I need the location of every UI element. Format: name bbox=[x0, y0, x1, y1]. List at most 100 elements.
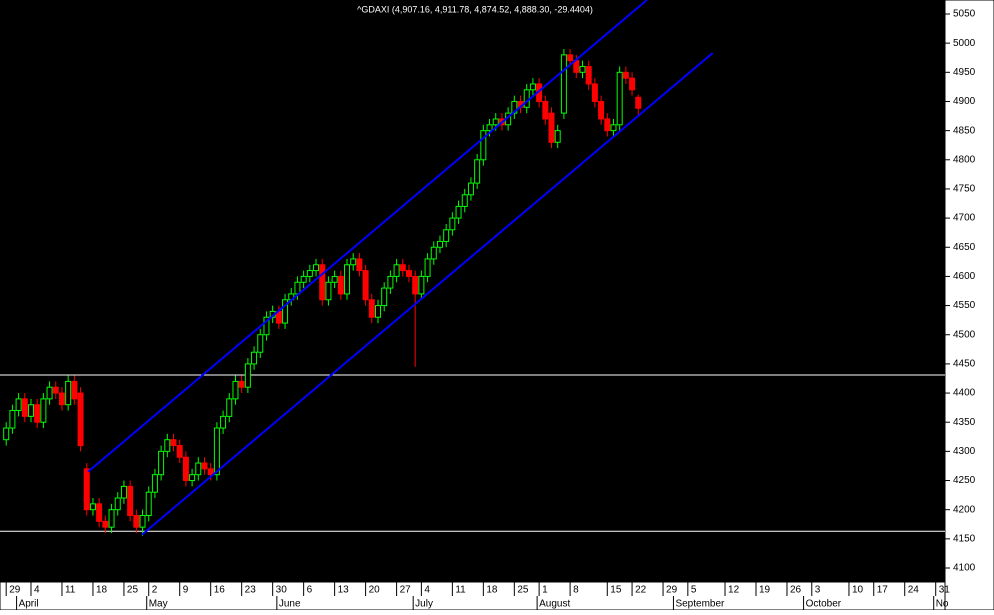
x-tick-label: 15 bbox=[610, 585, 622, 596]
price-axis-panel bbox=[944, 0, 994, 611]
x-tick-label: 6 bbox=[307, 585, 313, 596]
candle-body bbox=[529, 83, 536, 91]
candle-body bbox=[71, 380, 78, 400]
x-tick-label: 24 bbox=[908, 585, 920, 596]
candle-body bbox=[21, 398, 28, 417]
candle-body bbox=[542, 100, 549, 120]
candle-body bbox=[467, 182, 474, 196]
x-tick-label: 12 bbox=[728, 585, 740, 596]
candle-body bbox=[306, 270, 313, 277]
candle-body bbox=[15, 398, 22, 412]
x-tick-label: 18 bbox=[486, 585, 498, 596]
y-tick-label: 4750 bbox=[953, 184, 976, 195]
month-label: May bbox=[149, 599, 168, 610]
candle-body bbox=[232, 380, 239, 400]
x-tick-label: 25 bbox=[127, 585, 139, 596]
y-tick-label: 4450 bbox=[953, 359, 976, 370]
y-tick-label: 4150 bbox=[953, 533, 976, 544]
candle-body bbox=[604, 118, 611, 132]
candle-body bbox=[356, 258, 363, 272]
x-tick-label: 11 bbox=[455, 585, 466, 596]
candle-body bbox=[548, 112, 555, 143]
y-tick-label: 4500 bbox=[953, 329, 976, 340]
candle-body bbox=[257, 334, 264, 353]
candle-body bbox=[114, 497, 121, 511]
candle-body bbox=[399, 264, 406, 272]
month-label: August bbox=[539, 599, 570, 610]
x-tick-label: 1 bbox=[542, 585, 548, 596]
candle-body bbox=[393, 264, 400, 277]
candle-body bbox=[337, 275, 344, 295]
candle-body bbox=[133, 515, 140, 528]
candle-body bbox=[313, 264, 320, 272]
x-tick-label: 20 bbox=[369, 585, 381, 596]
candle-body bbox=[244, 363, 251, 388]
month-label: No bbox=[936, 599, 949, 610]
x-tick-label: 9 bbox=[183, 585, 189, 596]
candle-body bbox=[263, 316, 270, 336]
candle-body bbox=[158, 450, 165, 476]
candle-body bbox=[176, 445, 183, 458]
candle-body bbox=[127, 485, 134, 517]
x-tick-label: 13 bbox=[338, 585, 350, 596]
y-tick-label: 4700 bbox=[953, 213, 976, 224]
y-tick-label: 4800 bbox=[953, 154, 976, 165]
candle-body bbox=[151, 474, 158, 493]
chart-title: ^GDAXI (4,907.16, 4,911.78, 4,874.52, 4,… bbox=[357, 4, 593, 14]
candle-body bbox=[362, 270, 369, 301]
candle-body bbox=[120, 485, 127, 499]
x-tick-label: 30 bbox=[276, 585, 288, 596]
candle-body bbox=[486, 124, 493, 132]
candle-body bbox=[461, 194, 468, 207]
candle-body bbox=[474, 159, 481, 184]
y-tick-label: 5000 bbox=[953, 38, 976, 49]
candle-body bbox=[560, 54, 567, 114]
month-label: June bbox=[279, 599, 301, 610]
candle-body bbox=[523, 89, 530, 108]
candle-body bbox=[319, 264, 326, 301]
candle-body bbox=[436, 240, 443, 248]
y-tick-label: 4350 bbox=[953, 417, 976, 428]
candle-body bbox=[331, 275, 338, 283]
candle-body bbox=[145, 491, 152, 517]
candle-body bbox=[610, 124, 617, 132]
candle-body bbox=[294, 281, 301, 295]
x-tick-label: 11 bbox=[65, 585, 76, 596]
x-tick-label: 3 bbox=[815, 585, 821, 596]
candle-body bbox=[585, 65, 592, 85]
x-tick-label: 4 bbox=[34, 585, 40, 596]
candle-body bbox=[58, 392, 65, 406]
candle-body bbox=[449, 217, 456, 231]
candle-body bbox=[387, 275, 394, 289]
x-tick-label: 27 bbox=[400, 585, 412, 596]
candle-body bbox=[424, 258, 431, 277]
y-tick-label: 5050 bbox=[953, 9, 976, 20]
candle-body bbox=[27, 404, 34, 417]
y-tick-label: 4900 bbox=[953, 96, 976, 107]
y-tick-label: 4650 bbox=[953, 242, 976, 253]
candle-body bbox=[139, 515, 146, 528]
x-tick-label: 17 bbox=[877, 585, 889, 596]
candle-body bbox=[40, 398, 47, 423]
candle-body bbox=[412, 275, 419, 295]
candle-body bbox=[170, 439, 177, 447]
candle-body bbox=[34, 404, 41, 423]
month-label: September bbox=[675, 599, 725, 610]
candle-body bbox=[418, 275, 425, 295]
x-tick-label: 4 bbox=[424, 585, 430, 596]
x-tick-label: 16 bbox=[214, 585, 226, 596]
candle-body bbox=[83, 468, 90, 511]
candle-body bbox=[238, 380, 245, 388]
candle-body bbox=[226, 398, 233, 417]
x-tick-label: 29 bbox=[666, 585, 678, 596]
candle-body bbox=[182, 456, 189, 482]
trend-line bbox=[141, 52, 714, 536]
x-tick-label: 2 bbox=[152, 585, 158, 596]
candle-body bbox=[591, 83, 598, 102]
y-tick-label: 4550 bbox=[953, 300, 976, 311]
x-tick-label: 23 bbox=[245, 585, 257, 596]
x-tick-label: 8 bbox=[573, 585, 579, 596]
y-tick-label: 4200 bbox=[953, 504, 976, 515]
candle-body bbox=[430, 246, 437, 260]
